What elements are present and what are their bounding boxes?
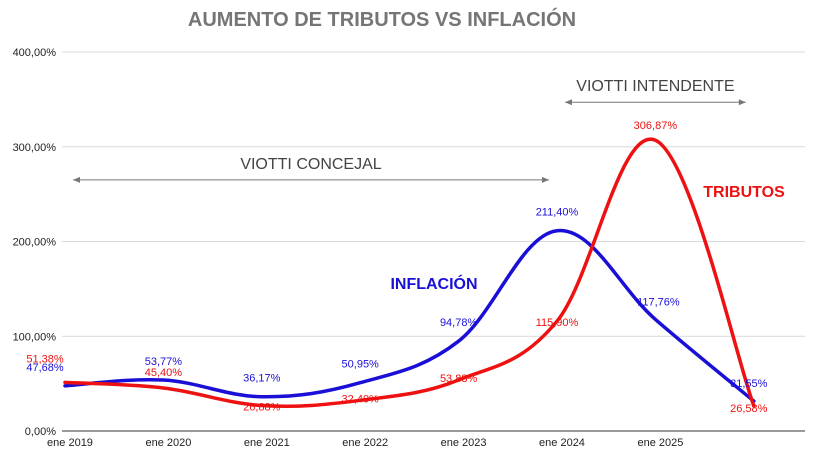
series-name-label: INFLACIÓN <box>390 274 477 293</box>
x-tick-label: ene 2025 <box>637 437 683 449</box>
y-axis: 0,00% 100,00% 200,00% 300,00% 400,00% <box>13 47 57 438</box>
x-tick-label: ene 2020 <box>145 437 191 449</box>
annotation-arrowhead-right <box>542 176 549 183</box>
y-tick-label: 400,00% <box>13 47 57 59</box>
x-tick-label: ene 2024 <box>539 437 585 449</box>
series-line-1 <box>63 137 756 409</box>
data-label: 115,90% <box>536 317 579 329</box>
data-label: 32,40% <box>342 393 380 405</box>
chart-title: AUMENTO DE TRIBUTOS VS INFLACIÓN <box>188 7 576 31</box>
annotation-arrowhead-right <box>738 99 746 106</box>
x-tick-label: ene 2021 <box>244 437 290 449</box>
y-tick-label: 200,00% <box>13 237 57 249</box>
data-label: 47,68% <box>26 362 64 374</box>
x-tick-label: ene 2019 <box>47 437 93 449</box>
y-tick-label: 100,00% <box>13 331 57 343</box>
series-line-0 <box>63 228 756 403</box>
period-annotations: VIOTTI CONCEJAL VIOTTI INTENDENTE <box>73 78 746 183</box>
data-label: 36,17% <box>243 373 281 385</box>
annotation-arrowhead-left <box>73 176 80 183</box>
x-tick-label: ene 2023 <box>441 437 487 449</box>
data-labels: 47,68% 53,77% 36,17% 50,95% 94,78% 211,40% 117… <box>26 120 767 415</box>
data-label: 26,88% <box>243 402 281 414</box>
annotation-arrowhead-left <box>565 99 572 106</box>
series-names: INFLACIÓN TRIBUTOS <box>390 184 785 293</box>
data-label: 306,87% <box>634 120 678 132</box>
data-label: 50,95% <box>342 359 380 371</box>
data-label: 53,77% <box>145 356 183 368</box>
series-lines <box>63 137 756 409</box>
data-label: 31,55% <box>730 378 768 390</box>
gridlines <box>62 51 805 432</box>
y-tick-label: 0,00% <box>25 426 56 438</box>
x-tick-label: ene 2022 <box>342 437 388 449</box>
data-label: 51,38% <box>26 353 64 365</box>
annotation-label: VIOTTI INTENDENTE <box>576 78 734 95</box>
data-label: 26,58% <box>730 403 768 415</box>
annotation-label: VIOTTI CONCEJAL <box>240 156 381 173</box>
data-label: 117,76% <box>637 296 680 308</box>
data-label: 53,88% <box>440 373 478 385</box>
data-label: 45,40% <box>145 367 183 379</box>
data-label: 211,40% <box>536 207 579 219</box>
data-label: 94,78% <box>440 317 478 329</box>
series-name-label: TRIBUTOS <box>703 184 785 201</box>
y-tick-label: 300,00% <box>13 142 57 154</box>
x-axis: ene 2019 ene 2020 ene 2021 ene 2022 ene 2023… <box>47 437 683 449</box>
